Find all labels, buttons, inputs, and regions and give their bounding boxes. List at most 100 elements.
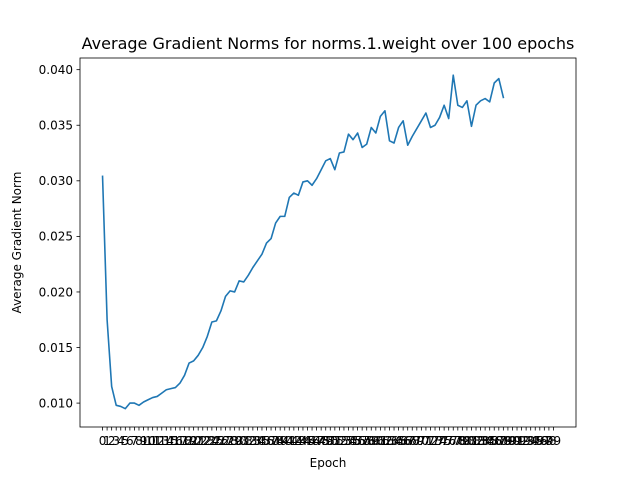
x-tick-label: 97 <box>537 434 552 448</box>
x-tick-label: 2 <box>108 434 116 448</box>
x-tick-label: 46 <box>304 434 319 448</box>
plot-area-frame <box>79 57 577 428</box>
x-tick-label: 30 <box>232 434 247 448</box>
x-tick-label: 44 <box>295 434 310 448</box>
x-tick-label: 85 <box>482 434 497 448</box>
x-tick-label: 54 <box>341 434 356 448</box>
x-tick-label: 35 <box>254 434 269 448</box>
x-tick-label: 24 <box>204 434 219 448</box>
x-tick-label: 51 <box>327 434 342 448</box>
x-tick-label: 42 <box>286 434 301 448</box>
x-tick-label: 86 <box>487 434 502 448</box>
x-tick-label: 68 <box>405 434 420 448</box>
y-axis-label: Average Gradient Norm <box>10 172 24 314</box>
x-tick-label: 43 <box>291 434 306 448</box>
x-tick-label: 49 <box>318 434 333 448</box>
x-tick-label: 16 <box>168 434 183 448</box>
x-tick-label: 22 <box>195 434 210 448</box>
x-tick-label: 10 <box>140 434 155 448</box>
x-tick-label: 17 <box>172 434 187 448</box>
x-tick-label: 25 <box>209 434 224 448</box>
x-tick-label: 57 <box>355 434 370 448</box>
x-tick-label: 45 <box>300 434 315 448</box>
x-tick-label: 73 <box>427 434 442 448</box>
series-layer <box>101 74 505 410</box>
y-tick-label: 0.015 <box>39 341 73 355</box>
x-tick-label: 65 <box>391 434 406 448</box>
x-tick-label: 40 <box>277 434 292 448</box>
x-tick-label: 55 <box>345 434 360 448</box>
x-tick-label: 34 <box>250 434 265 448</box>
x-axis: 0123456789101112131415161718192021222324… <box>99 427 561 448</box>
x-tick-label: 38 <box>268 434 283 448</box>
x-tick-label: 70 <box>414 434 429 448</box>
x-tick-label: 32 <box>241 434 256 448</box>
x-tick-label: 21 <box>191 434 206 448</box>
x-tick-label: 93 <box>518 434 533 448</box>
x-tick-label: 6 <box>126 434 134 448</box>
x-tick-label: 63 <box>382 434 397 448</box>
x-tick-label: 19 <box>181 434 196 448</box>
x-tick-label: 27 <box>218 434 233 448</box>
x-tick-label: 96 <box>532 434 547 448</box>
x-tick-label: 3 <box>112 434 120 448</box>
x-tick-label: 98 <box>541 434 556 448</box>
x-tick-label: 88 <box>496 434 511 448</box>
x-tick-label: 7 <box>131 434 139 448</box>
x-tick-label: 74 <box>432 434 447 448</box>
x-tick-label: 82 <box>468 434 483 448</box>
y-tick-label: 0.020 <box>39 285 73 299</box>
x-tick-label: 26 <box>213 434 228 448</box>
x-tick-label: 76 <box>441 434 456 448</box>
y-tick-label: 0.025 <box>39 230 73 244</box>
x-tick-label: 60 <box>368 434 383 448</box>
x-tick-label: 66 <box>396 434 411 448</box>
x-tick-label: 36 <box>259 434 274 448</box>
x-tick-label: 80 <box>459 434 474 448</box>
x-tick-label: 8 <box>135 434 143 448</box>
x-tick-label: 56 <box>350 434 365 448</box>
x-tick-label: 99 <box>546 434 561 448</box>
x-tick-label: 1 <box>103 434 111 448</box>
x-tick-label: 72 <box>423 434 438 448</box>
x-tick-label: 37 <box>263 434 278 448</box>
x-tick-label: 78 <box>450 434 465 448</box>
x-tick-label: 69 <box>409 434 424 448</box>
chart-title: Average Gradient Norms for norms.1.weigh… <box>82 34 575 53</box>
y-tick-label: 0.010 <box>39 396 73 410</box>
x-tick-label: 90 <box>505 434 520 448</box>
x-tick-label: 61 <box>373 434 388 448</box>
x-tick-label: 20 <box>186 434 201 448</box>
x-tick-label: 95 <box>528 434 543 448</box>
x-tick-label: 81 <box>464 434 479 448</box>
x-tick-label: 83 <box>473 434 488 448</box>
x-tick-label: 28 <box>222 434 237 448</box>
x-tick-label: 41 <box>282 434 297 448</box>
x-tick-label: 53 <box>336 434 351 448</box>
x-tick-label: 33 <box>245 434 260 448</box>
x-tick-label: 5 <box>121 434 129 448</box>
x-tick-label: 91 <box>509 434 524 448</box>
x-tick-label: 59 <box>364 434 379 448</box>
y-tick-label: 0.040 <box>39 63 73 77</box>
x-tick-label: 18 <box>177 434 192 448</box>
x-tick-label: 79 <box>455 434 470 448</box>
x-tick-label: 84 <box>477 434 492 448</box>
x-tick-label: 62 <box>377 434 392 448</box>
x-tick-label: 23 <box>200 434 215 448</box>
x-tick-label: 75 <box>437 434 452 448</box>
x-tick-label: 14 <box>159 434 174 448</box>
x-tick-label: 50 <box>323 434 338 448</box>
y-tick-label: 0.035 <box>39 119 73 133</box>
x-tick-label: 67 <box>400 434 415 448</box>
x-tick-label: 89 <box>500 434 515 448</box>
x-tick-label: 52 <box>332 434 347 448</box>
x-tick-label: 31 <box>236 434 251 448</box>
x-tick-label: 9 <box>140 434 148 448</box>
x-tick-label: 64 <box>386 434 401 448</box>
x-tick-label: 15 <box>163 434 178 448</box>
x-tick-label: 11 <box>145 434 160 448</box>
series-line <box>101 74 505 410</box>
y-tick-label: 0.030 <box>39 174 73 188</box>
